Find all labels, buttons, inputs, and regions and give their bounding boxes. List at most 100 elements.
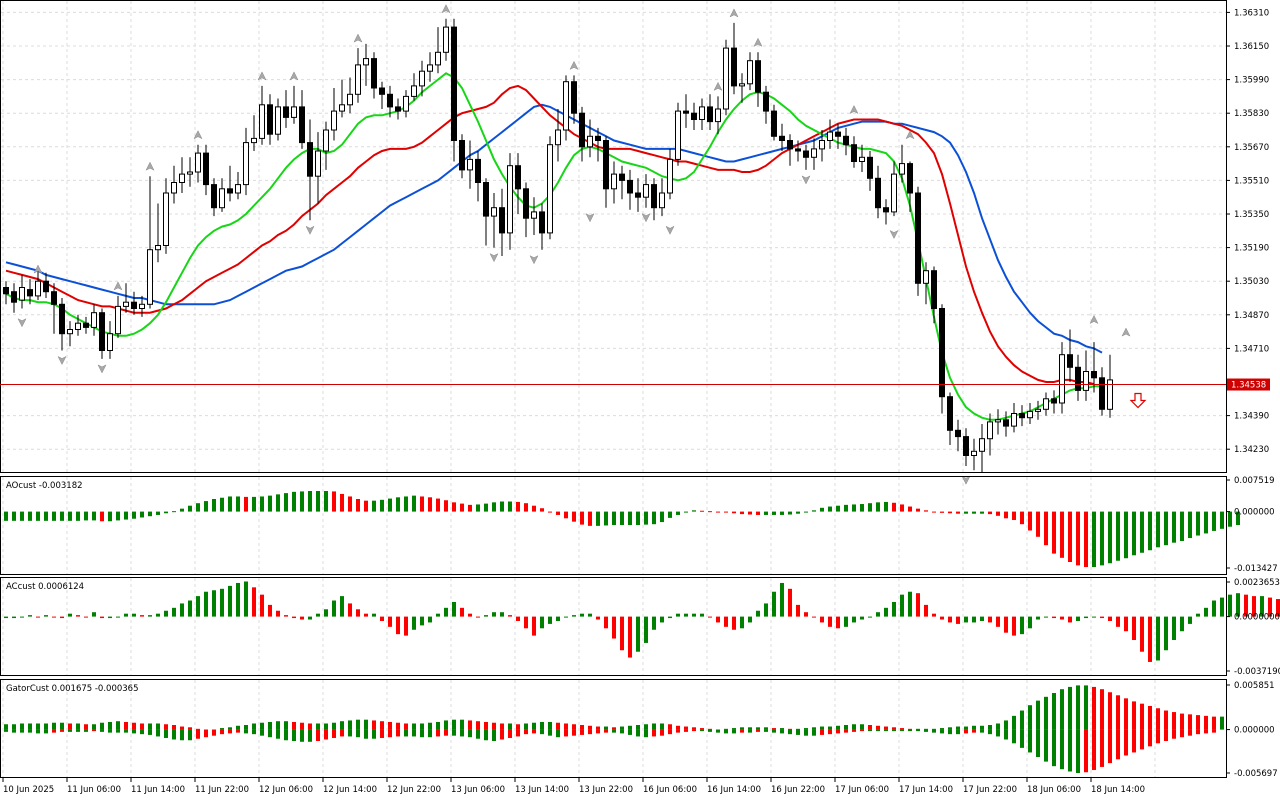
histogram-bar (620, 511, 624, 526)
histogram-bar (236, 729, 240, 733)
histogram-bar (540, 721, 544, 730)
histogram-bar (180, 729, 184, 741)
histogram-bar (612, 511, 616, 526)
histogram-bar (300, 722, 304, 730)
candle (611, 161, 617, 204)
histogram-bar (236, 725, 240, 730)
bull-candle-body (507, 165, 513, 234)
histogram-bar (908, 591, 912, 617)
histogram-bar (332, 729, 336, 738)
bear-candle-body (483, 182, 489, 217)
histogram-bar (228, 729, 232, 734)
gator-indicator-pane[interactable]: GatorCust 0.001675 -0.000365 0.0058510.0… (0, 679, 1278, 780)
candle (67, 321, 73, 347)
histogram-bar (820, 507, 824, 512)
candle (75, 314, 81, 336)
bull-candle-body (1043, 398, 1049, 410)
histogram-bar (204, 501, 208, 512)
bull-candle-body (179, 173, 185, 184)
histogram-bar (444, 720, 448, 730)
histogram-bar (700, 729, 704, 732)
histogram-bar (836, 729, 840, 734)
histogram-bar (956, 616, 960, 624)
histogram-bar (940, 616, 944, 620)
candle (779, 123, 785, 151)
histogram-bar (244, 581, 248, 617)
histogram-bar (164, 610, 168, 617)
histogram-bar (540, 508, 544, 512)
histogram-bar (804, 612, 808, 617)
ao-indicator-pane[interactable]: AOcust -0.003182 0.007519 0.000000 -0.0134… (0, 476, 1278, 575)
bull-candle-body (195, 152, 201, 173)
histogram-bar (948, 727, 952, 730)
histogram-bar (60, 729, 64, 732)
histogram-bar (628, 729, 632, 735)
histogram-bar (764, 603, 768, 617)
histogram-bar (68, 511, 72, 521)
histogram-bar (980, 511, 984, 514)
histogram-bar (340, 596, 344, 617)
histogram-bar (780, 582, 784, 617)
histogram-bar (1036, 511, 1040, 537)
bull-candle-body (155, 245, 161, 251)
histogram-bar (300, 491, 304, 512)
histogram-bar (380, 721, 384, 730)
bear-candle-body (459, 140, 465, 171)
histogram-bar (500, 501, 504, 512)
histogram-bar (244, 729, 248, 734)
bear-candle-body (1003, 419, 1009, 427)
axis-tick-label: 0.0000000 (1234, 613, 1280, 623)
histogram-bar (1028, 511, 1032, 531)
bull-candle-body (715, 108, 721, 123)
bull-candle-body (219, 188, 225, 209)
histogram-bar (1156, 616, 1160, 661)
histogram-bar (444, 607, 448, 617)
histogram-bar (452, 601, 456, 617)
gator-histogram (4, 685, 1224, 774)
histogram-bar (356, 729, 360, 738)
sell-signal-arrow-icon (1129, 392, 1147, 409)
histogram-bar (452, 729, 456, 736)
ac-indicator-pane[interactable]: ACcust 0.0006124 0.0023653 0.0000000 -0.00… (0, 577, 1280, 678)
time-axis[interactable]: 10 Jun 2025 11 Jun 06:00 11 Jun 14:00 11 Ju… (2, 778, 1145, 795)
histogram-bar (436, 729, 440, 737)
histogram-bar (156, 729, 160, 737)
histogram-bar (1092, 686, 1096, 730)
histogram-bar (68, 613, 72, 617)
histogram-bar (276, 494, 280, 512)
candle (1099, 367, 1105, 416)
histogram-bar (876, 725, 880, 730)
histogram-bar (860, 724, 864, 730)
candle (475, 151, 481, 202)
histogram-bar (852, 724, 856, 730)
candle (19, 274, 25, 309)
bull-candle-body (659, 192, 665, 209)
candle (891, 161, 897, 217)
histogram-bar (524, 723, 528, 730)
histogram-bar (972, 511, 976, 514)
histogram-bar (1148, 616, 1152, 662)
time-tick-label: 11 Jun 14:00 (131, 785, 185, 795)
histogram-bar (812, 729, 816, 736)
histogram-bar (1100, 616, 1104, 619)
histogram-bar (940, 729, 944, 734)
fractal-down-icon (529, 255, 539, 265)
candle (771, 104, 777, 141)
histogram-bar (364, 719, 368, 730)
histogram-bar (220, 588, 224, 617)
bull-candle-body (491, 207, 497, 217)
ao-pane-border (0, 476, 1227, 575)
candle (163, 178, 169, 254)
histogram-bar (596, 726, 600, 730)
main-price-pane[interactable]: 1.36310 1.36150 1.35990 1.35830 1.35670 1.355… (0, 0, 1270, 485)
candle (859, 144, 865, 172)
histogram-bar (700, 510, 704, 512)
histogram-bar (1068, 686, 1072, 730)
price-axis[interactable]: 1.36310 1.36150 1.35990 1.35830 1.35670 1.355… (1226, 8, 1269, 455)
fractal-up-icon (1121, 327, 1131, 337)
histogram-bar (36, 729, 40, 734)
histogram-bar (428, 722, 432, 730)
candle (227, 165, 233, 202)
bear-candle-body (27, 289, 33, 297)
